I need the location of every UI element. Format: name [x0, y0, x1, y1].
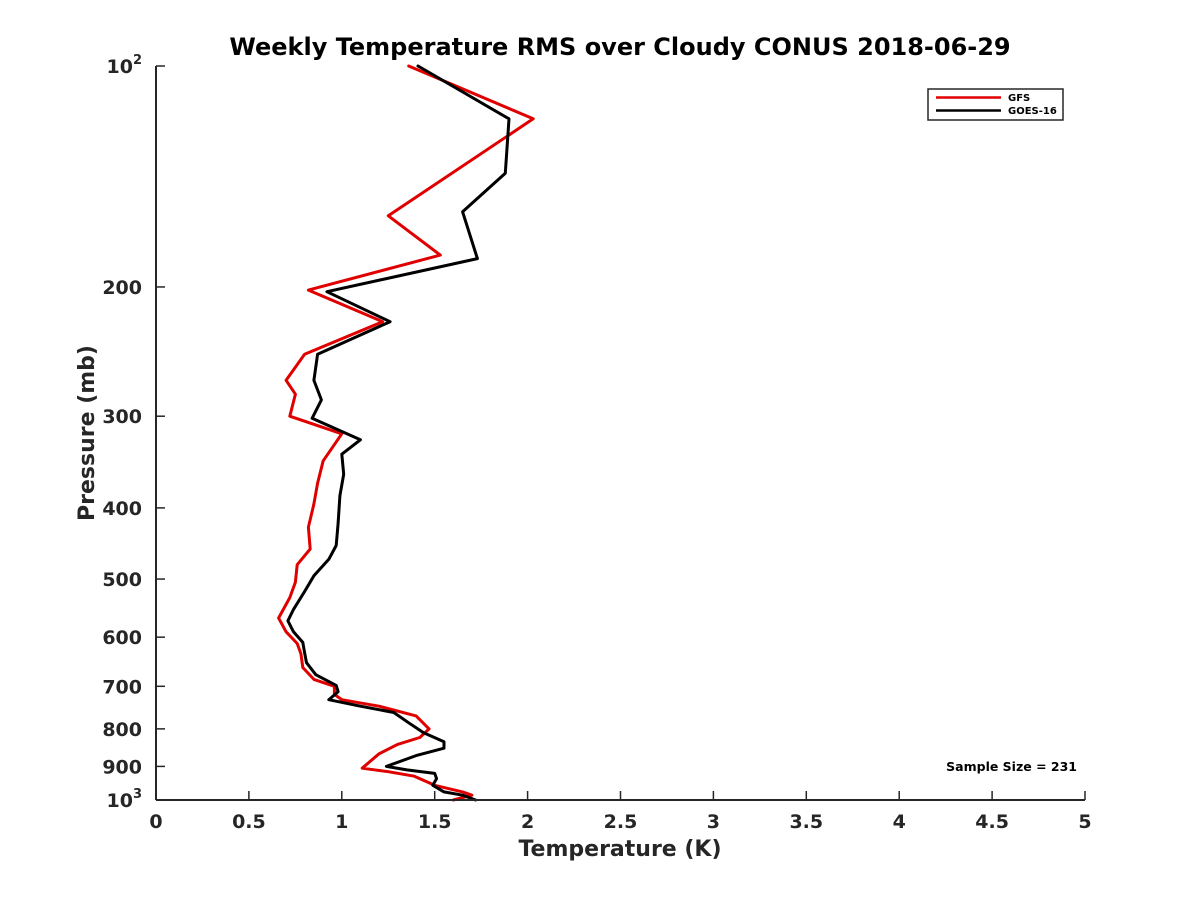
x-tick-label: 0: [149, 811, 162, 833]
legend: GFS GOES-16: [927, 88, 1064, 121]
y-tick-label: 600: [102, 627, 142, 649]
series-line-goes16: [286, 64, 511, 802]
y-tick-label: 400: [102, 498, 142, 520]
x-tick-label: 1: [335, 811, 348, 833]
x-tick-label: 4: [893, 811, 906, 833]
x-tick-label: 3.5: [789, 811, 823, 833]
x-tick-label: 2: [521, 811, 534, 833]
legend-box: [927, 88, 1064, 121]
y-tick-label: 800: [102, 719, 142, 741]
y-axis-ticks: 102 200 300 400 500 600 700 800 900 103: [102, 53, 165, 812]
x-tick-label: 5: [1078, 811, 1091, 833]
y-tick-label: 300: [102, 406, 142, 428]
legend-label-goes16: GOES-16: [1008, 106, 1057, 117]
x-axis-ticks: 0 0.5 1 1.5 2 2.5 3 3.5 4 4.5 5: [149, 791, 1092, 833]
series-layer: [277, 64, 535, 802]
sample-size-annotation: Sample Size = 231: [946, 759, 1077, 774]
legend-label-gfs: GFS: [1008, 93, 1030, 104]
x-tick-label: 1.5: [418, 811, 452, 833]
y-tick-label: 200: [102, 277, 142, 299]
x-tick-label: 2.5: [604, 811, 638, 833]
series-line-gfs: [277, 64, 535, 802]
plot-area: [277, 64, 535, 802]
y-tick-label: 500: [102, 569, 142, 591]
x-axis-label: Temperature (K): [518, 837, 721, 862]
x-tick-label: 3: [707, 811, 720, 833]
x-tick-label: 4.5: [975, 811, 1009, 833]
x-tick-label: 0.5: [232, 811, 266, 833]
y-tick-label: 900: [102, 756, 142, 778]
y-tick-label: 700: [102, 676, 142, 698]
chart-title: Weekly Temperature RMS over Cloudy CONUS…: [229, 33, 1010, 61]
y-tick-label: 102: [107, 53, 143, 78]
y-axis-label: Pressure (mb): [75, 345, 100, 521]
y-tick-label: 103: [107, 787, 143, 812]
